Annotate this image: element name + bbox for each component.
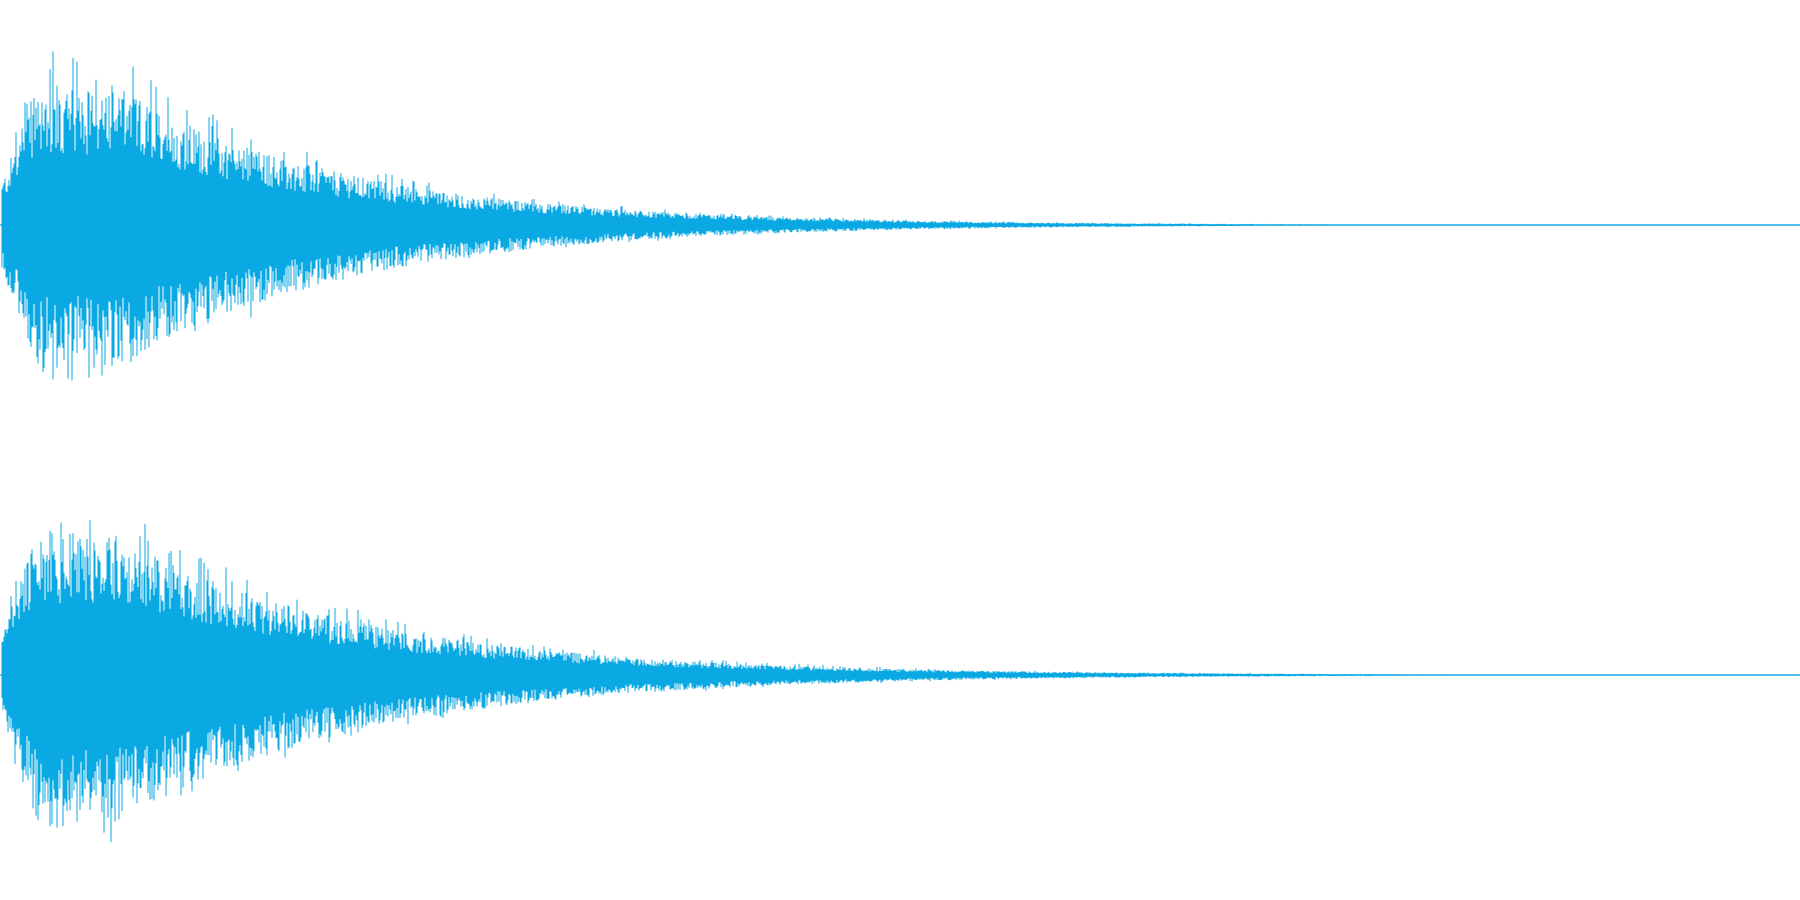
channel-right <box>0 520 1800 843</box>
channel-left <box>0 51 1800 381</box>
